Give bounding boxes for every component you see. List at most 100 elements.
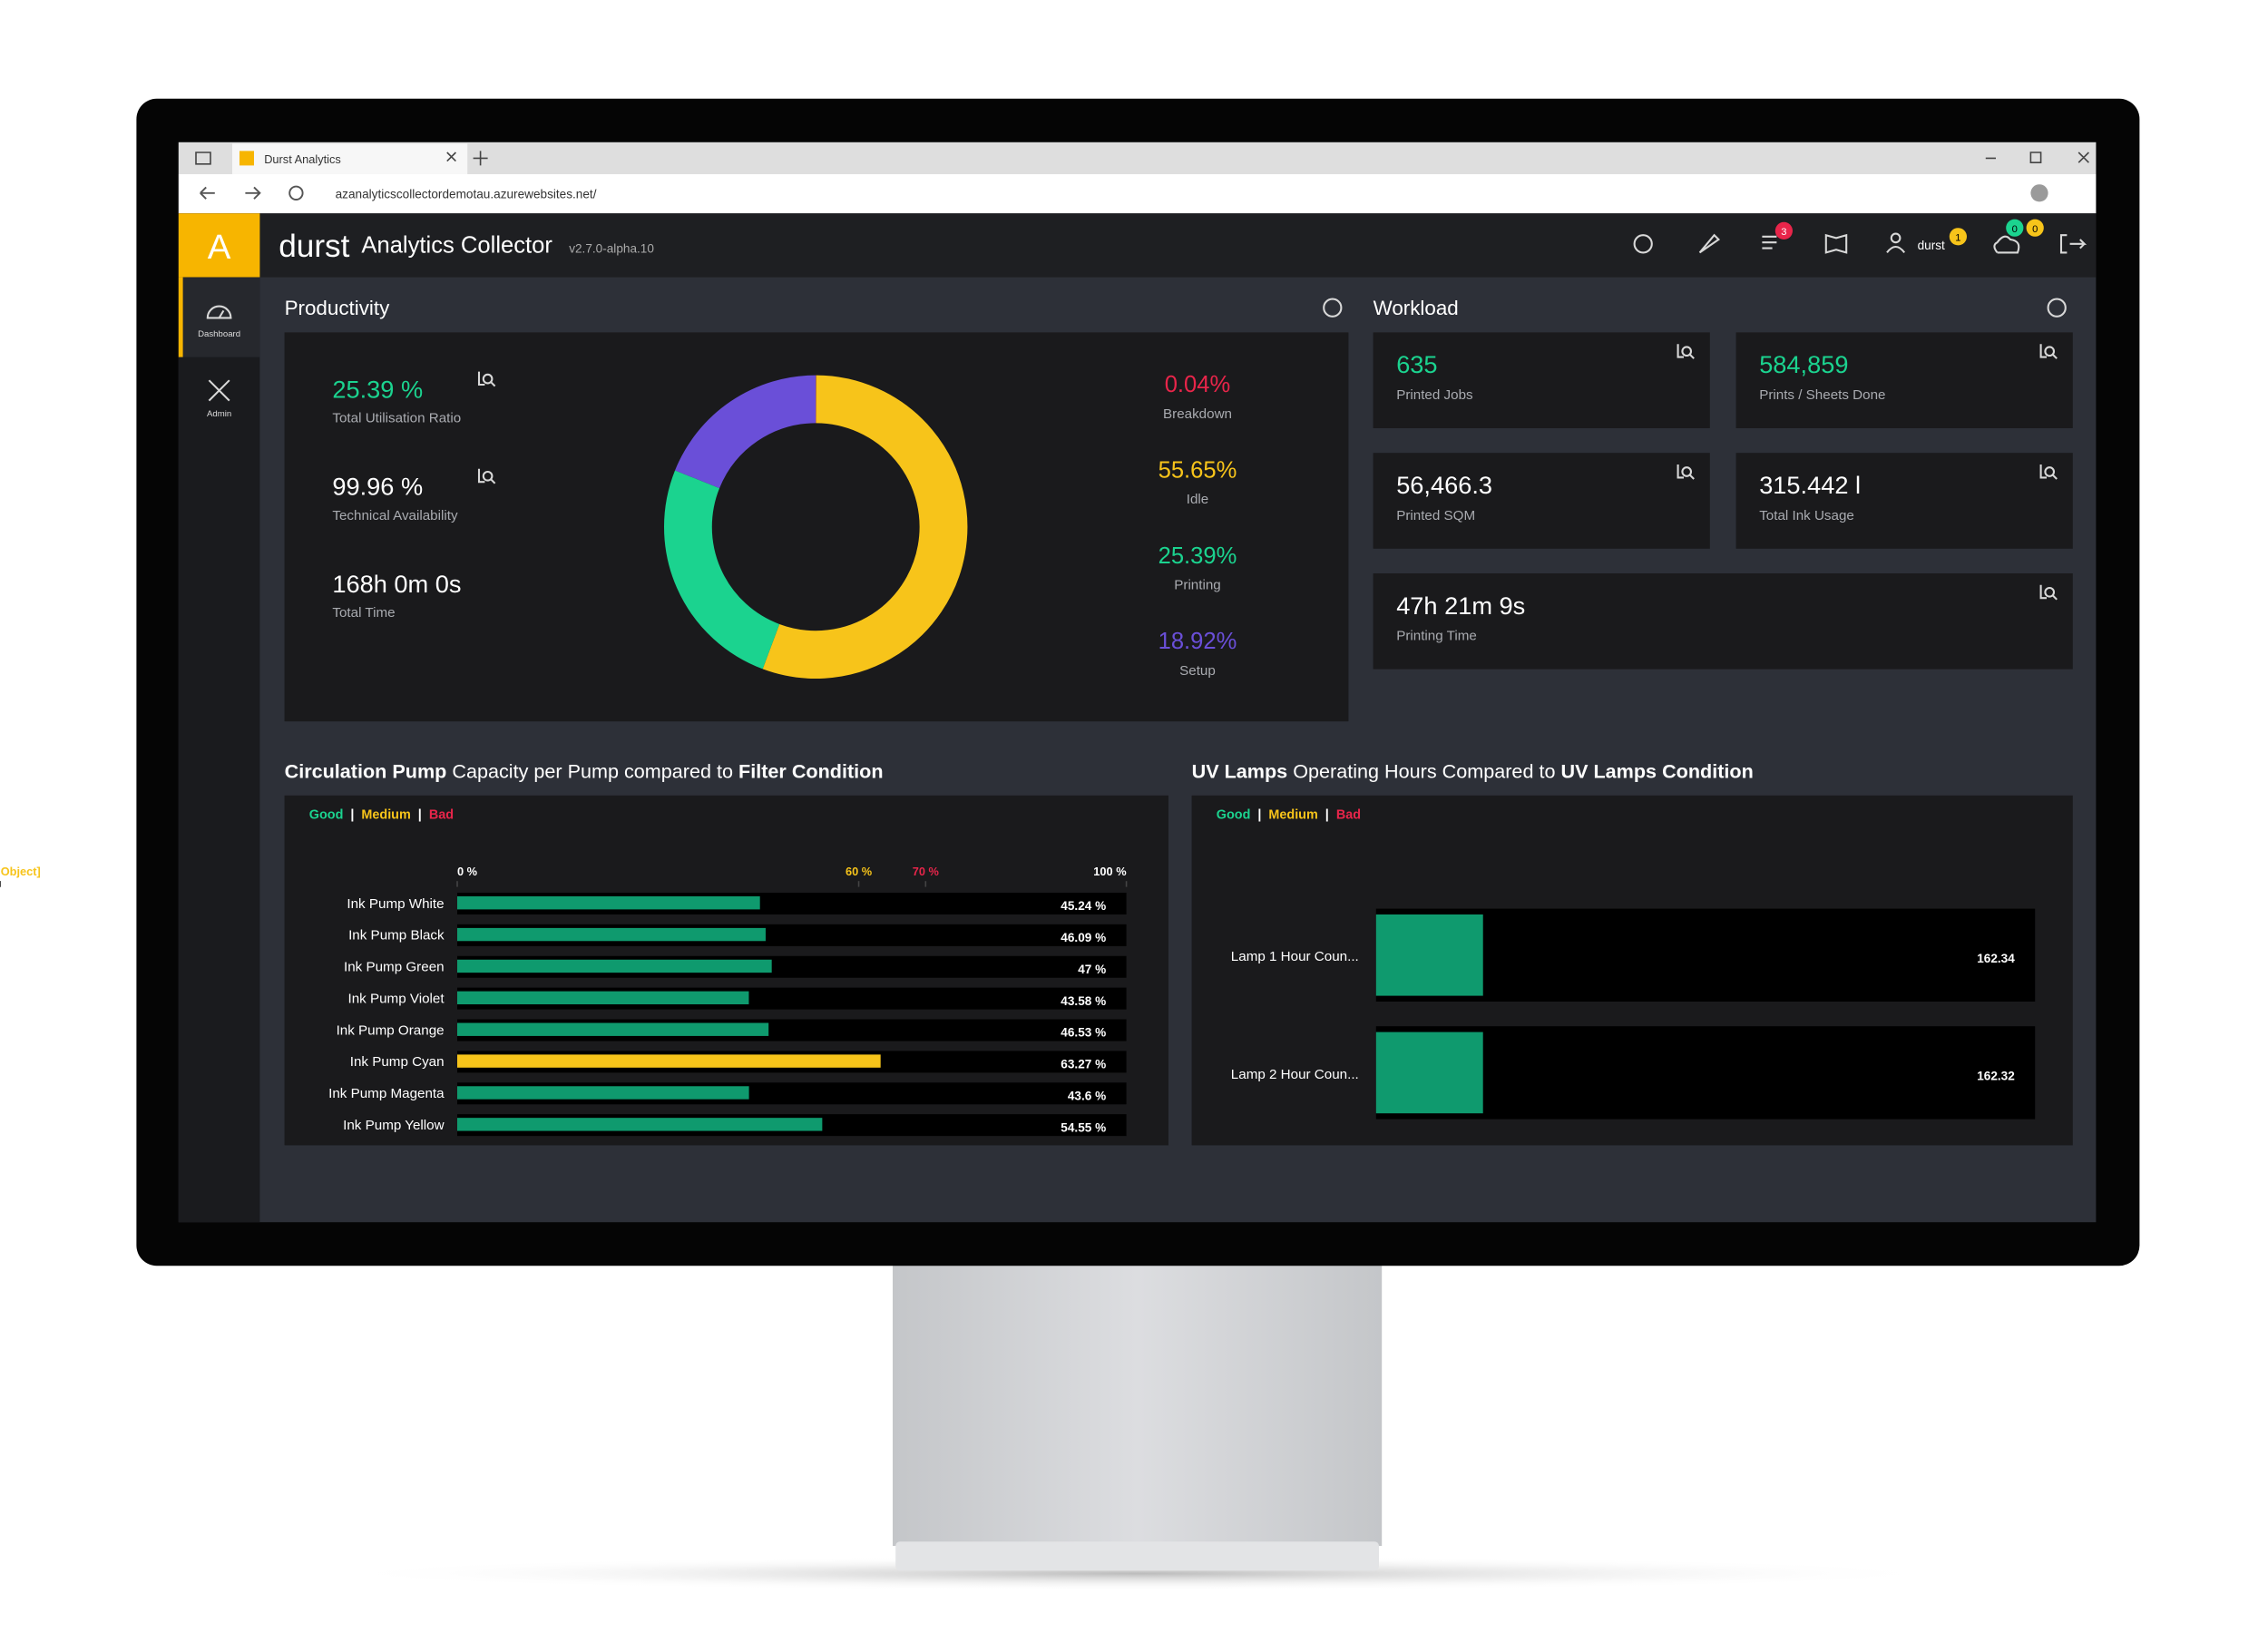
kpi-value: 25.39 % — [332, 375, 423, 403]
section-title: Workload — [1374, 297, 1459, 319]
legend-item[interactable]: Medium — [1268, 807, 1317, 822]
tile-value: 56,466.3 — [1396, 471, 1492, 499]
donut-value: 0.04% — [1165, 372, 1231, 397]
donut-label: Printing — [1174, 578, 1221, 593]
donut-segment — [675, 375, 816, 489]
notifications-badge: 3 — [1781, 227, 1786, 238]
chart-icon[interactable] — [2039, 344, 2058, 359]
dashboard-icon[interactable] — [206, 305, 232, 319]
title-part: Operating Hours Compared to — [1287, 760, 1560, 783]
bar[interactable] — [457, 1022, 769, 1036]
value-label: 47 % — [1078, 963, 1106, 976]
chart-icon[interactable] — [1677, 464, 1695, 480]
value-label: 43.58 % — [1061, 994, 1106, 1008]
stand-shadow — [325, 1556, 1951, 1591]
info-icon[interactable] — [1323, 298, 1343, 318]
chart-icon[interactable] — [2039, 584, 2058, 601]
sidebar-label[interactable]: Dashboard — [198, 329, 240, 339]
donut-label: Breakdown — [1163, 406, 1232, 422]
title-part: Filter Condition — [738, 760, 884, 783]
legend-item[interactable]: Bad — [429, 807, 454, 822]
tile-label: Printing Time — [1396, 629, 1477, 644]
profile-icon[interactable] — [2030, 184, 2048, 202]
brand: durst — [279, 229, 349, 264]
tile-label: Printed Jobs — [1396, 387, 1473, 403]
tile-value: 635 — [1396, 350, 1437, 378]
info-icon[interactable] — [2047, 298, 2067, 318]
window-controls[interactable] — [195, 151, 2089, 166]
user-name[interactable]: durst — [1918, 239, 1945, 252]
category-label: Ink Pump Orange — [337, 1022, 445, 1038]
monitor-stand — [893, 1263, 1383, 1546]
donut-label: Setup — [1179, 663, 1216, 679]
address-bar — [178, 174, 2097, 214]
admin-icon[interactable] — [208, 379, 230, 402]
chart-icon[interactable] — [2039, 464, 2058, 480]
chart-icon[interactable] — [477, 371, 496, 387]
bar[interactable] — [457, 1086, 749, 1100]
badge — [2006, 219, 2024, 237]
category-label: Ink Pump Magenta — [328, 1086, 445, 1101]
legend-item[interactable]: Bad — [1336, 807, 1361, 822]
bar[interactable] — [1375, 914, 1483, 996]
legend-separator: | — [350, 807, 354, 822]
sidebar-label[interactable]: Admin — [207, 409, 231, 419]
nav-buttons[interactable] — [200, 186, 261, 200]
tab-title[interactable]: Durst Analytics — [264, 152, 341, 166]
title-part: Capacity per Pump compared to — [446, 760, 738, 783]
legend: Good | Medium | Bad — [1217, 807, 1361, 822]
legend-separator: | — [418, 807, 422, 822]
workload-tile — [1373, 332, 1710, 428]
badge — [1774, 221, 1793, 240]
legend-item[interactable]: Medium — [361, 807, 410, 822]
app-header — [178, 213, 2097, 278]
workload-tile — [1735, 453, 2073, 549]
legend-separator: | — [1325, 807, 1329, 822]
header-icons[interactable] — [1633, 232, 2087, 254]
donut-value: 55.65% — [1158, 457, 1237, 483]
bar[interactable] — [457, 1118, 823, 1131]
logo-box[interactable] — [178, 213, 260, 278]
bar[interactable] — [457, 959, 772, 973]
value-label: 162.32 — [1977, 1069, 2015, 1082]
value-label: 43.6 % — [1068, 1089, 1106, 1102]
badge — [1949, 228, 1967, 246]
chart-title: UV Lamps Operating Hours Compared to UV … — [1192, 760, 1754, 783]
category-label: Ink Pump Green — [344, 960, 445, 975]
value-label: 63.27 % — [1061, 1058, 1106, 1071]
bar[interactable] — [457, 927, 766, 942]
tile-label: Printed SQM — [1396, 508, 1475, 523]
bar[interactable] — [457, 1054, 881, 1068]
browser-tab[interactable] — [232, 143, 468, 174]
tile-label: Total Ink Usage — [1759, 508, 1854, 523]
bar[interactable] — [1375, 1032, 1483, 1114]
tile-value: 584,859 — [1759, 350, 1848, 378]
reload-button[interactable] — [288, 185, 304, 200]
chart-icon[interactable] — [1677, 344, 1695, 359]
tile-value: 47h 21m 9s — [1396, 592, 1525, 620]
x-tick-label: [object Object] — [0, 865, 41, 878]
title-part: UV Lamps — [1192, 760, 1288, 783]
legend-item[interactable]: Good — [1217, 807, 1251, 822]
category-label: Lamp 1 Hour Coun... — [1231, 949, 1359, 964]
value-label: 54.55 % — [1061, 1120, 1106, 1134]
sidebar — [178, 277, 260, 1223]
kpi-value: 99.96 % — [332, 473, 423, 501]
url[interactable]: azanalyticscollectordemotau.azurewebsite… — [336, 187, 597, 200]
bar[interactable] — [457, 991, 749, 1005]
chart-icon[interactable] — [477, 468, 496, 484]
workload-tile — [1373, 453, 1710, 549]
legend: Good | Medium | Bad — [309, 807, 454, 822]
category-label: Ink Pump Yellow — [343, 1118, 444, 1133]
title-part: Circulation Pump — [285, 760, 447, 783]
legend-item[interactable]: Good — [309, 807, 344, 822]
bar[interactable] — [457, 896, 760, 910]
x-tick-label: 100 % — [1093, 865, 1127, 878]
legend-separator: | — [1257, 807, 1261, 822]
x-tick-label: 60 % — [846, 865, 873, 878]
bar-track — [1375, 908, 2036, 1002]
logo-letter[interactable]: A — [208, 228, 231, 267]
x-tick-label: [object Object] — [0, 865, 82, 878]
